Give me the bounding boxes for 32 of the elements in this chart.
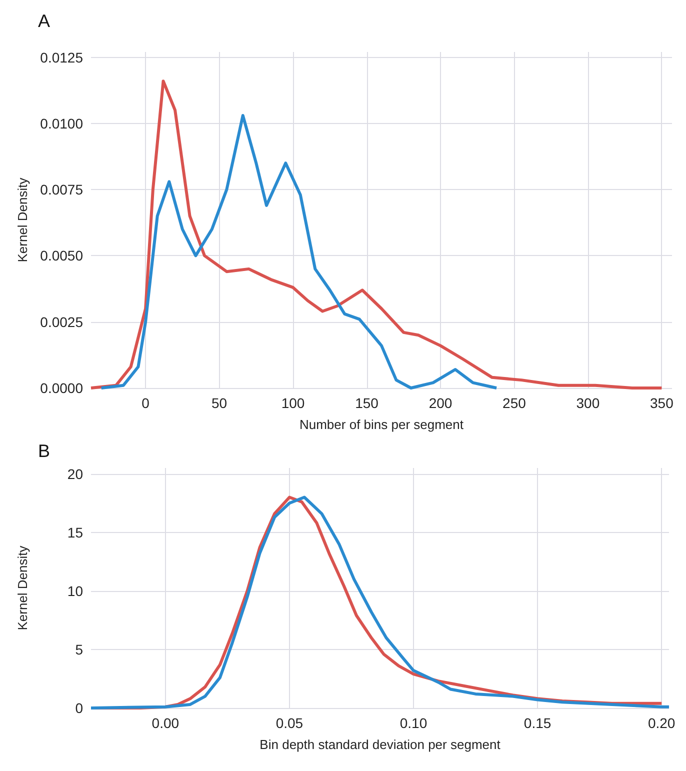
y-axis-title: Kernel Density: [15, 177, 30, 262]
x-axis-title: Number of bins per segment: [299, 417, 464, 432]
y-tick-label: 0.0100: [40, 115, 84, 132]
line-series: [90, 80, 664, 390]
y-tick-label: 0.0075: [40, 182, 84, 198]
line-series: [100, 114, 498, 390]
x-tick-label: 0.00: [152, 715, 180, 731]
x-tick-label: 100: [281, 395, 305, 411]
x-tick-label: 50: [212, 395, 228, 411]
x-tick-label: 200: [428, 395, 452, 411]
x-tick-label: 150: [355, 395, 379, 411]
x-tick-label: 0: [142, 395, 150, 411]
y-axis-title: Kernel Density: [15, 545, 30, 630]
x-tick-label: 350: [650, 395, 674, 411]
y-tick-label: 0: [75, 700, 84, 716]
y-tick-label: 15: [67, 524, 84, 540]
x-tick-label: 250: [502, 395, 526, 411]
x-tick-label: 300: [576, 395, 600, 411]
y-tick-label: 5: [75, 641, 84, 658]
x-tick-label: 0.10: [400, 715, 428, 731]
y-tick-label: 0.0025: [40, 314, 84, 330]
x-axis-title: Bin depth standard deviation per segment: [260, 737, 501, 752]
y-tick-label: 0.0050: [40, 248, 84, 264]
text: A: [38, 11, 50, 31]
y-tick-label: 10: [67, 582, 84, 599]
text: B: [38, 441, 50, 461]
y-tick-label: 0.0125: [40, 49, 84, 66]
y-tick-label: 20: [67, 466, 84, 482]
x-tick-label: 0.20: [648, 715, 676, 731]
x-tick-label: 0.15: [524, 715, 552, 731]
y-tick-label: 0.0000: [40, 380, 84, 396]
x-tick-label: 0.05: [276, 715, 304, 731]
